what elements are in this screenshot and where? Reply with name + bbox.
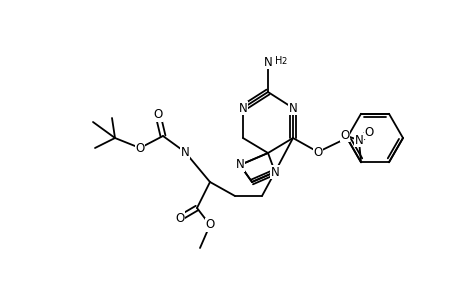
Text: O: O bbox=[313, 146, 322, 158]
Text: H: H bbox=[274, 56, 282, 66]
Text: O: O bbox=[135, 142, 144, 154]
Text: N: N bbox=[180, 146, 189, 158]
Text: N: N bbox=[354, 134, 363, 147]
Text: O: O bbox=[364, 126, 373, 139]
Text: N: N bbox=[263, 56, 272, 68]
Text: N: N bbox=[238, 101, 247, 115]
Text: O: O bbox=[205, 218, 214, 232]
Text: N: N bbox=[263, 56, 272, 68]
Text: N: N bbox=[263, 56, 272, 68]
Text: N: N bbox=[270, 166, 279, 178]
Text: 2: 2 bbox=[280, 56, 285, 65]
Text: O: O bbox=[340, 129, 349, 142]
Text: N: N bbox=[235, 158, 244, 172]
Text: O: O bbox=[175, 212, 184, 224]
Text: O: O bbox=[153, 109, 162, 122]
Text: N: N bbox=[288, 101, 297, 115]
